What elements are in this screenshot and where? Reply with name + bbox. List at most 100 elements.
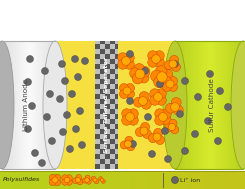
FancyBboxPatch shape bbox=[95, 41, 118, 169]
FancyBboxPatch shape bbox=[51, 41, 54, 169]
FancyBboxPatch shape bbox=[110, 41, 115, 44]
Ellipse shape bbox=[57, 95, 63, 102]
FancyBboxPatch shape bbox=[37, 171, 42, 189]
Ellipse shape bbox=[160, 75, 172, 87]
FancyBboxPatch shape bbox=[223, 41, 226, 169]
FancyBboxPatch shape bbox=[115, 54, 118, 59]
Ellipse shape bbox=[122, 109, 132, 119]
FancyBboxPatch shape bbox=[105, 54, 110, 59]
FancyBboxPatch shape bbox=[214, 41, 217, 169]
FancyBboxPatch shape bbox=[55, 41, 175, 169]
Ellipse shape bbox=[151, 70, 162, 82]
FancyBboxPatch shape bbox=[100, 59, 105, 64]
FancyBboxPatch shape bbox=[78, 171, 83, 189]
Ellipse shape bbox=[0, 41, 14, 169]
FancyBboxPatch shape bbox=[8, 171, 13, 189]
Ellipse shape bbox=[74, 74, 82, 81]
Ellipse shape bbox=[100, 178, 104, 182]
Ellipse shape bbox=[118, 59, 128, 69]
Ellipse shape bbox=[99, 177, 103, 181]
FancyBboxPatch shape bbox=[6, 41, 8, 169]
FancyBboxPatch shape bbox=[16, 41, 19, 169]
Ellipse shape bbox=[44, 114, 50, 121]
Ellipse shape bbox=[43, 41, 67, 169]
FancyBboxPatch shape bbox=[155, 171, 160, 189]
FancyBboxPatch shape bbox=[95, 164, 100, 169]
FancyBboxPatch shape bbox=[95, 74, 100, 79]
FancyBboxPatch shape bbox=[95, 94, 100, 99]
FancyBboxPatch shape bbox=[105, 134, 110, 139]
Ellipse shape bbox=[91, 176, 96, 181]
FancyBboxPatch shape bbox=[159, 171, 164, 189]
FancyBboxPatch shape bbox=[127, 171, 132, 189]
Ellipse shape bbox=[132, 73, 143, 84]
FancyBboxPatch shape bbox=[122, 171, 128, 189]
FancyBboxPatch shape bbox=[172, 171, 177, 189]
Ellipse shape bbox=[182, 77, 188, 84]
Ellipse shape bbox=[162, 77, 171, 85]
FancyBboxPatch shape bbox=[189, 41, 192, 169]
FancyBboxPatch shape bbox=[114, 171, 119, 189]
FancyBboxPatch shape bbox=[241, 171, 245, 189]
FancyBboxPatch shape bbox=[100, 69, 105, 74]
FancyBboxPatch shape bbox=[110, 59, 115, 64]
Ellipse shape bbox=[126, 113, 135, 121]
FancyBboxPatch shape bbox=[198, 41, 201, 169]
FancyBboxPatch shape bbox=[18, 41, 21, 169]
Ellipse shape bbox=[77, 179, 83, 185]
Ellipse shape bbox=[155, 109, 165, 119]
FancyBboxPatch shape bbox=[229, 171, 234, 189]
Ellipse shape bbox=[207, 70, 213, 77]
Ellipse shape bbox=[148, 150, 156, 157]
Ellipse shape bbox=[154, 57, 164, 67]
Ellipse shape bbox=[166, 103, 175, 113]
FancyBboxPatch shape bbox=[12, 171, 17, 189]
FancyBboxPatch shape bbox=[86, 171, 91, 189]
FancyBboxPatch shape bbox=[95, 144, 100, 149]
FancyBboxPatch shape bbox=[200, 41, 203, 169]
Ellipse shape bbox=[231, 41, 245, 169]
Ellipse shape bbox=[172, 63, 181, 71]
Ellipse shape bbox=[141, 99, 151, 109]
FancyBboxPatch shape bbox=[105, 124, 110, 129]
Ellipse shape bbox=[122, 57, 130, 65]
FancyBboxPatch shape bbox=[205, 41, 208, 169]
FancyBboxPatch shape bbox=[32, 41, 35, 169]
Text: Lithium Anode: Lithium Anode bbox=[23, 79, 28, 131]
FancyBboxPatch shape bbox=[225, 171, 230, 189]
FancyBboxPatch shape bbox=[220, 41, 224, 169]
FancyBboxPatch shape bbox=[237, 171, 242, 189]
FancyBboxPatch shape bbox=[100, 149, 105, 154]
FancyBboxPatch shape bbox=[184, 41, 187, 169]
FancyBboxPatch shape bbox=[110, 149, 115, 154]
Ellipse shape bbox=[75, 177, 81, 183]
FancyBboxPatch shape bbox=[177, 41, 181, 169]
Ellipse shape bbox=[169, 60, 177, 68]
Ellipse shape bbox=[47, 91, 53, 98]
Ellipse shape bbox=[154, 128, 163, 137]
FancyBboxPatch shape bbox=[50, 41, 52, 169]
FancyBboxPatch shape bbox=[95, 54, 100, 59]
FancyBboxPatch shape bbox=[110, 109, 115, 114]
Ellipse shape bbox=[142, 67, 148, 74]
Ellipse shape bbox=[172, 60, 179, 67]
Text: Polysulfides: Polysulfides bbox=[3, 177, 40, 183]
FancyBboxPatch shape bbox=[115, 104, 118, 109]
FancyBboxPatch shape bbox=[105, 164, 110, 169]
Ellipse shape bbox=[28, 102, 36, 109]
FancyBboxPatch shape bbox=[115, 154, 118, 159]
FancyBboxPatch shape bbox=[105, 144, 110, 149]
Ellipse shape bbox=[101, 179, 105, 183]
FancyBboxPatch shape bbox=[95, 64, 100, 69]
Ellipse shape bbox=[215, 138, 221, 145]
Ellipse shape bbox=[124, 59, 134, 69]
FancyBboxPatch shape bbox=[110, 171, 115, 189]
Text: Sulfur Cathode: Sulfur Cathode bbox=[209, 78, 215, 132]
FancyBboxPatch shape bbox=[115, 144, 118, 149]
FancyBboxPatch shape bbox=[192, 171, 197, 189]
FancyBboxPatch shape bbox=[100, 49, 105, 54]
Ellipse shape bbox=[150, 89, 160, 99]
FancyBboxPatch shape bbox=[95, 134, 100, 139]
FancyBboxPatch shape bbox=[115, 44, 118, 49]
Ellipse shape bbox=[126, 50, 134, 57]
